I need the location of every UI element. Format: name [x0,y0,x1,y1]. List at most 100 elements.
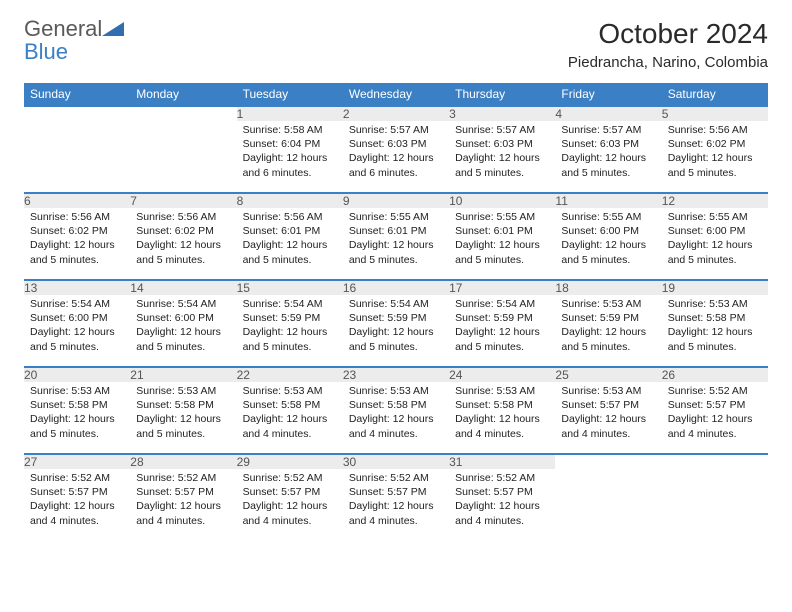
day-number: 25 [555,367,661,382]
day-cell: Sunrise: 5:56 AMSunset: 6:02 PMDaylight:… [130,208,236,280]
day-details: Sunrise: 5:52 AMSunset: 5:57 PMDaylight:… [449,469,555,534]
title-block: October 2024 Piedrancha, Narino, Colombi… [568,18,768,71]
day-number: 8 [237,193,343,208]
day-cell: Sunrise: 5:56 AMSunset: 6:01 PMDaylight:… [237,208,343,280]
sunset-text: Sunset: 5:58 PM [243,398,337,412]
day-number: 1 [237,106,343,121]
sunrise-text: Sunrise: 5:55 AM [561,210,655,224]
daylight-text: and 5 minutes. [30,253,124,267]
sunset-text: Sunset: 6:02 PM [668,137,762,151]
sunrise-text: Sunrise: 5:53 AM [349,384,443,398]
day-details: Sunrise: 5:56 AMSunset: 6:01 PMDaylight:… [237,208,343,273]
empty-cell [130,121,236,193]
day-cell: Sunrise: 5:54 AMSunset: 5:59 PMDaylight:… [237,295,343,367]
sunset-text: Sunset: 6:01 PM [455,224,549,238]
sunrise-text: Sunrise: 5:52 AM [30,471,124,485]
day-details: Sunrise: 5:53 AMSunset: 5:57 PMDaylight:… [555,382,661,447]
day-cell: Sunrise: 5:52 AMSunset: 5:57 PMDaylight:… [24,469,130,541]
daylight-text: and 5 minutes. [349,340,443,354]
day-number: 20 [24,367,130,382]
week-daynum-row: 2728293031 [24,454,768,469]
day-number: 28 [130,454,236,469]
week-daynum-row: 20212223242526 [24,367,768,382]
sunset-text: Sunset: 6:00 PM [30,311,124,325]
day-cell: Sunrise: 5:55 AMSunset: 6:00 PMDaylight:… [662,208,768,280]
week-content-row: Sunrise: 5:56 AM Sunset: 6:02 PM Daylight:… [24,208,768,280]
sunset-text: Sunset: 6:03 PM [561,137,655,151]
sunset-text: Sunset: 5:58 PM [668,311,762,325]
day-number: 11 [555,193,661,208]
day-number: 2 [343,106,449,121]
day-header: Wednesday [343,83,449,106]
daylight-text: Daylight: 12 hours [668,412,762,426]
day-details: Sunrise: 5:56 AMSunset: 6:02 PMDaylight:… [24,208,130,273]
sunrise-text: Sunrise: 5:56 AM [668,123,762,137]
day-number: 16 [343,280,449,295]
sunset-text: Sunset: 5:57 PM [455,485,549,499]
sunrise-text: Sunrise: 5:56 AM [30,210,124,224]
daylight-text: Daylight: 12 hours [243,499,337,513]
daylight-text: Daylight: 12 hours [30,412,124,426]
daylight-text: and 4 minutes. [561,427,655,441]
day-cell: Sunrise: 5:58 AMSunset: 6:04 PMDaylight:… [237,121,343,193]
daylight-text: Daylight: 12 hours [243,238,337,252]
daylight-text: and 5 minutes. [349,253,443,267]
daylight-text: and 4 minutes. [30,514,124,528]
day-cell: Sunrise: 5:53 AMSunset: 5:58 PMDaylight:… [449,382,555,454]
daylight-text: Daylight: 12 hours [668,151,762,165]
header: General Blue October 2024 Piedrancha, Na… [24,18,768,71]
day-cell: Sunrise: 5:54 AMSunset: 5:59 PMDaylight:… [449,295,555,367]
daylight-text: and 5 minutes. [668,253,762,267]
sunset-text: Sunset: 5:57 PM [30,485,124,499]
daylight-text: Daylight: 12 hours [243,151,337,165]
daylight-text: Daylight: 12 hours [455,499,549,513]
day-cell: Sunrise: 5:53 AMSunset: 5:58 PMDaylight:… [343,382,449,454]
daylight-text: Daylight: 12 hours [349,499,443,513]
sunrise-text: Sunrise: 5:52 AM [668,384,762,398]
daylight-text: and 5 minutes. [455,166,549,180]
day-number: 4 [555,106,661,121]
daylight-text: and 5 minutes. [668,166,762,180]
daylight-text: Daylight: 12 hours [668,238,762,252]
day-number: 6 [24,193,130,208]
day-cell: Sunrise: 5:52 AMSunset: 5:57 PMDaylight:… [662,382,768,454]
daylight-text: and 4 minutes. [136,514,230,528]
daylight-text: Daylight: 12 hours [349,151,443,165]
day-details: Sunrise: 5:54 AMSunset: 5:59 PMDaylight:… [449,295,555,360]
month-title: October 2024 [568,18,768,50]
day-details: Sunrise: 5:53 AMSunset: 5:59 PMDaylight:… [555,295,661,360]
daylight-text: Daylight: 12 hours [455,325,549,339]
day-details: Sunrise: 5:53 AMSunset: 5:58 PMDaylight:… [343,382,449,447]
daylight-text: and 5 minutes. [136,340,230,354]
location-text: Piedrancha, Narino, Colombia [568,54,768,71]
sunrise-text: Sunrise: 5:52 AM [136,471,230,485]
day-cell: Sunrise: 5:52 AMSunset: 5:57 PMDaylight:… [343,469,449,541]
sunrise-text: Sunrise: 5:53 AM [136,384,230,398]
sunrise-text: Sunrise: 5:55 AM [668,210,762,224]
week-content-row: Sunrise: 5:53 AMSunset: 5:58 PMDaylight:… [24,382,768,454]
day-number: 3 [449,106,555,121]
daylight-text: Daylight: 12 hours [243,412,337,426]
sunrise-text: Sunrise: 5:54 AM [455,297,549,311]
day-number: 29 [237,454,343,469]
day-number: 23 [343,367,449,382]
day-details: Sunrise: 5:53 AMSunset: 5:58 PMDaylight:… [449,382,555,447]
sunset-text: Sunset: 5:58 PM [349,398,443,412]
daylight-text: and 6 minutes. [349,166,443,180]
daylight-text: and 5 minutes. [243,253,337,267]
sunset-text: Sunset: 6:02 PM [136,224,230,238]
day-details: Sunrise: 5:57 AMSunset: 6:03 PMDaylight:… [449,121,555,186]
day-number [662,454,768,469]
daylight-text: Daylight: 12 hours [136,499,230,513]
daylight-text: Daylight: 12 hours [668,325,762,339]
day-details: Sunrise: 5:54 AMSunset: 6:00 PMDaylight:… [130,295,236,360]
sunset-text: Sunset: 5:58 PM [136,398,230,412]
daylight-text: and 4 minutes. [243,514,337,528]
day-number: 7 [130,193,236,208]
daylight-text: Daylight: 12 hours [30,499,124,513]
daylight-text: and 4 minutes. [668,427,762,441]
day-cell: Sunrise: 5:57 AMSunset: 6:03 PMDaylight:… [555,121,661,193]
daylight-text: and 5 minutes. [561,253,655,267]
sunrise-text: Sunrise: 5:54 AM [243,297,337,311]
daylight-text: and 5 minutes. [136,253,230,267]
